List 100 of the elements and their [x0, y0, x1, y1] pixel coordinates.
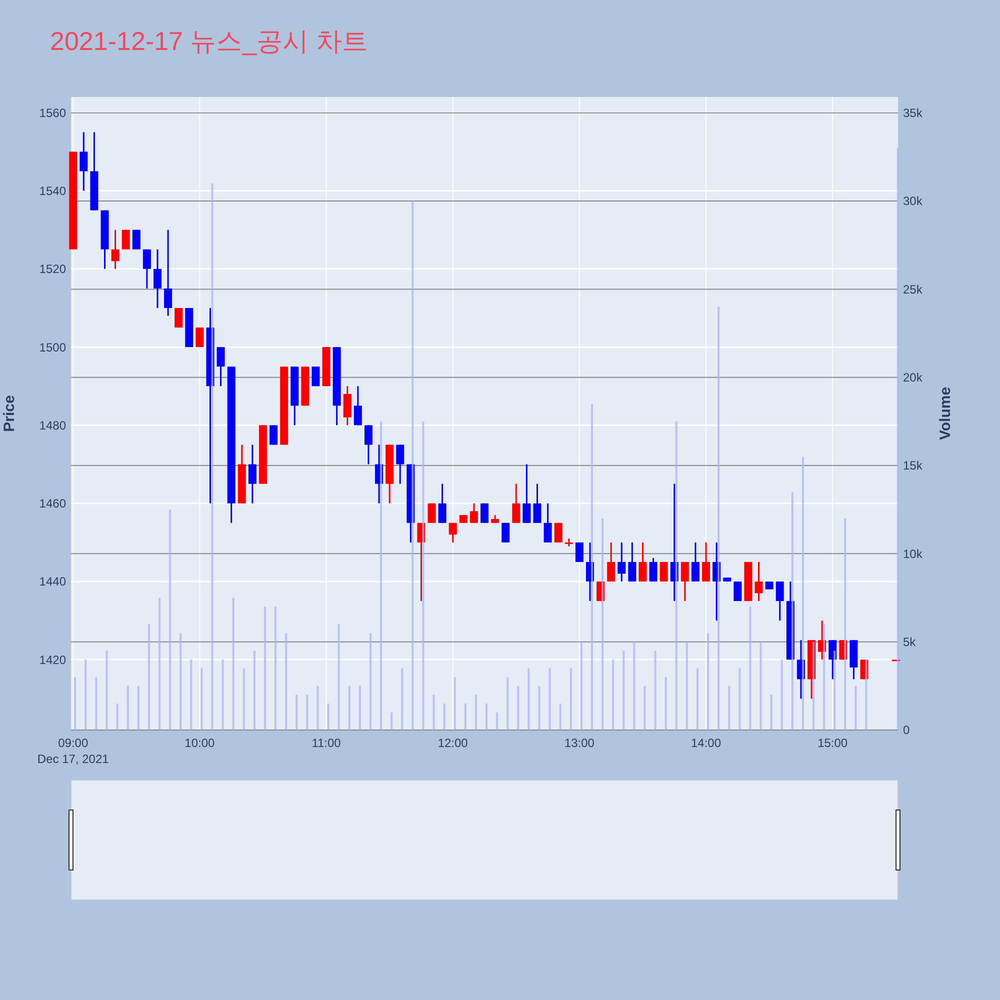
- bar: [222, 659, 224, 730]
- candlestick: [480, 502, 488, 524]
- x-tick-label: 12:00: [438, 736, 468, 750]
- bar: [232, 598, 234, 730]
- bar: [696, 668, 698, 730]
- y-tick-label: 1460: [39, 496, 66, 511]
- bar: [169, 510, 172, 730]
- y2-tick-label: 15k: [903, 458, 924, 473]
- candlestick: [322, 346, 330, 387]
- bar: [644, 686, 646, 730]
- chart-title: 2021-12-17 뉴스_공시 차트: [50, 26, 368, 56]
- y2-tick-label: 35k: [903, 106, 924, 120]
- x-tick-label: 13:00: [564, 736, 595, 750]
- bar: [316, 686, 319, 730]
- bar: [190, 659, 192, 730]
- y-tick-label: 1560: [39, 106, 66, 120]
- candlestick: [723, 576, 732, 582]
- candlestick: [69, 150, 78, 250]
- bar: [749, 606, 752, 730]
- bar: [570, 668, 572, 730]
- y-tick-label: 1480: [39, 418, 66, 432]
- bar: [74, 677, 76, 730]
- candlestick: [765, 580, 774, 590]
- y2-axis-title: Volume: [937, 386, 954, 440]
- bar: [443, 704, 446, 730]
- candlestick: [301, 366, 310, 406]
- y-tick-label: 1540: [39, 184, 66, 198]
- bar: [865, 659, 868, 730]
- candlestick: [185, 307, 194, 348]
- bar: [106, 650, 108, 730]
- candlestick: [734, 580, 742, 602]
- candlestick: [132, 229, 140, 250]
- bar: [580, 642, 582, 730]
- bar: [95, 677, 98, 730]
- candlestick: [459, 514, 468, 524]
- x-tick-label: 11:00: [312, 736, 342, 750]
- candlestick: [554, 522, 562, 544]
- bar: [486, 704, 488, 730]
- bar: [401, 668, 404, 730]
- bar: [348, 686, 350, 730]
- bar: [358, 686, 361, 730]
- bar: [137, 686, 140, 730]
- y2-tick-label: 30k: [903, 194, 924, 208]
- bar: [896, 148, 899, 730]
- candlestick: [174, 307, 183, 328]
- bar: [496, 712, 498, 730]
- y2-tick-label: 5k: [903, 635, 917, 650]
- x-tick-label: 09:00 Dec 17, 2021: [37, 736, 110, 766]
- bar: [738, 668, 741, 730]
- bar: [390, 712, 393, 730]
- bar: [517, 686, 520, 730]
- candlestick: [428, 502, 436, 524]
- y-tick-label: 1520: [39, 262, 66, 276]
- y-axis-title: Price: [1, 395, 18, 432]
- bar: [854, 686, 857, 730]
- candlestick: [312, 366, 320, 387]
- bar: [844, 518, 846, 730]
- bar: [664, 677, 667, 730]
- bar: [200, 668, 203, 730]
- bar: [633, 642, 636, 730]
- bar: [474, 694, 477, 730]
- bar: [338, 624, 340, 730]
- y2-tick-label: 25k: [903, 282, 924, 296]
- x-tick-label: 14:00: [691, 736, 722, 750]
- y2-tick-label: 0: [903, 723, 910, 738]
- bar: [622, 650, 625, 730]
- bar: [242, 668, 245, 730]
- candlestick: [502, 522, 510, 544]
- candlestick: [196, 326, 204, 348]
- bar: [760, 642, 762, 730]
- bar: [612, 659, 614, 730]
- bar: [538, 686, 540, 730]
- candlestick: [258, 424, 267, 485]
- bar: [432, 694, 435, 730]
- y-tick-label: 1500: [39, 340, 66, 354]
- bar: [264, 606, 266, 730]
- y-tick-label: 1420: [39, 652, 66, 667]
- bar: [454, 677, 456, 730]
- bar: [306, 694, 308, 730]
- candlestick: [122, 229, 130, 250]
- candlestick: [270, 424, 278, 446]
- bar: [548, 668, 551, 730]
- y2-tick-label: 10k: [903, 546, 924, 561]
- bar: [707, 633, 710, 730]
- bar: [126, 686, 129, 730]
- bar: [728, 686, 730, 730]
- bar: [84, 659, 87, 730]
- bar: [116, 704, 118, 730]
- bar: [506, 677, 509, 730]
- bar: [296, 694, 298, 730]
- bar: [559, 704, 562, 730]
- bar: [369, 633, 372, 730]
- bar: [274, 606, 277, 730]
- x-tick-label: 15:00: [818, 736, 848, 750]
- bar: [686, 642, 688, 730]
- bar: [780, 659, 783, 730]
- candlestick: [660, 561, 668, 582]
- bar: [253, 650, 256, 730]
- bar: [158, 598, 160, 730]
- bar: [285, 633, 288, 730]
